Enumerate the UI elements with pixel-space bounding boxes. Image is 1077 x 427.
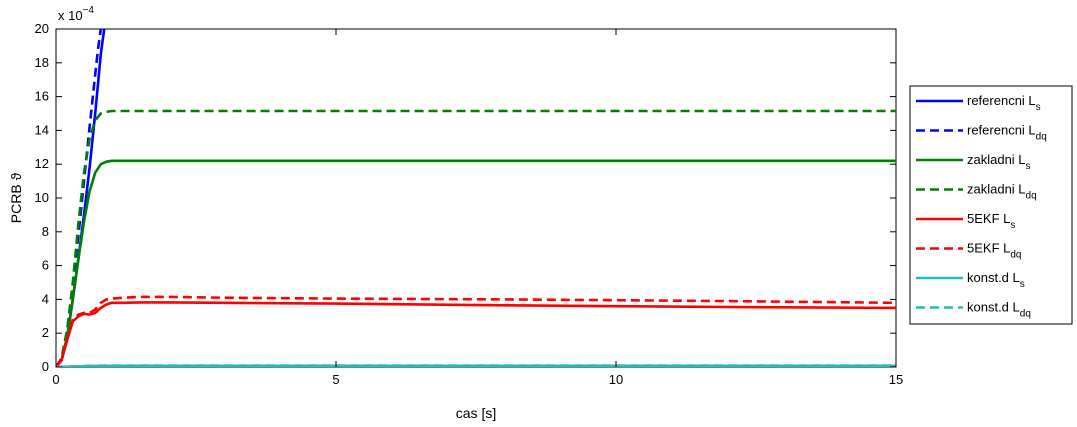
legend-label-5: 5EKF Ldq: [967, 241, 1021, 261]
y-tick-label: 6: [42, 258, 49, 273]
x-axis-label: cas [s]: [456, 405, 496, 421]
legend-label-1: referencni Ldq: [967, 123, 1047, 143]
legend-label-2: zakladni Ls: [967, 152, 1031, 172]
legend-label-3: zakladni Ldq: [967, 182, 1037, 202]
y-tick-label: 14: [35, 122, 49, 137]
y-tick-label: 20: [35, 21, 49, 36]
series-line-3: [56, 109, 896, 367]
series-line-7: [56, 364, 896, 367]
y-tick-label: 0: [42, 359, 49, 374]
legend: referencni Ls referencni Ldq zakladni Ls za…: [916, 93, 1047, 320]
y-axis-label: PCRB ϑ: [8, 172, 24, 223]
x-tick-label: 5: [332, 372, 339, 387]
y-multiplier-exponent: −4: [83, 5, 95, 16]
legend-box: [909, 85, 1073, 325]
plot-area: [55, 28, 897, 368]
ticks-layer: 0 5 10 15 0 2 4 6 8 10 12 14 16 18 20: [35, 21, 904, 387]
legend-label-0: referencni Ls: [967, 93, 1041, 113]
legend-label-7: konst.d Ldq: [967, 300, 1031, 320]
x-tick-label: 10: [609, 372, 623, 387]
y-tick-label: 2: [42, 325, 49, 340]
y-tick-label: 12: [35, 156, 49, 171]
y-multiplier: x 10−4: [58, 5, 94, 23]
series-line-2: [56, 159, 896, 367]
y-tick-label: 16: [35, 89, 49, 104]
legend-label-6: konst.d Ls: [967, 270, 1025, 290]
y-tick-label: 10: [35, 190, 49, 205]
y-tick-label: 8: [42, 224, 49, 239]
y-tick-label: 4: [42, 291, 49, 306]
y-tick-label: 18: [35, 55, 49, 70]
series-layer: [56, 29, 896, 367]
legend-label-4: 5EKF Ls: [967, 211, 1015, 231]
x-tick-label: 15: [889, 372, 903, 387]
x-tick-label: 0: [52, 372, 59, 387]
